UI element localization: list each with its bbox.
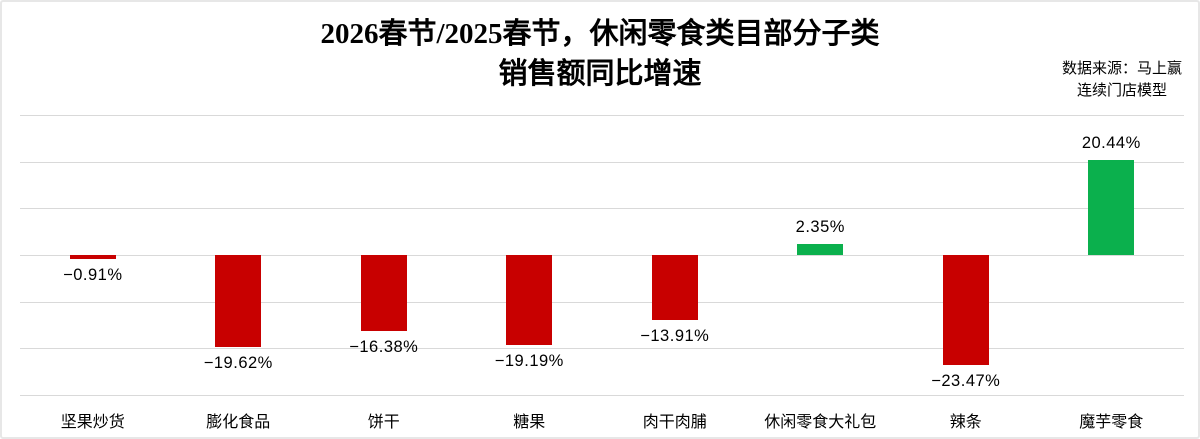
bar-肉干肉脯 [651, 255, 698, 320]
bar-膨化食品 [215, 255, 262, 347]
chart-title-line1: 2026春节/2025春节，休闲零食类目部分子类 [320, 18, 880, 50]
category-label-魔芋零食: 魔芋零食 [1079, 414, 1144, 431]
value-label-糖果: −19.19% [494, 351, 564, 370]
bar-坚果炒货 [69, 255, 116, 260]
chart-title-line2: 销售额同比增速 [498, 58, 702, 90]
chart-title: 2026春节/2025春节，休闲零食类目部分子类 销售额同比增速 [2, 14, 1198, 94]
gridline--30 [20, 395, 1184, 396]
value-label-饼干: −16.38% [349, 338, 419, 357]
bar-休闲零食大礼包 [797, 244, 844, 255]
category-label-饼干: 饼干 [367, 414, 400, 431]
value-label-膨化食品: −19.62% [203, 353, 273, 372]
data-source-note: 数据来源：马上赢 连续门店模型 [1062, 58, 1182, 102]
value-label-肉干肉脯: −13.91% [640, 326, 710, 345]
gridline--10 [20, 301, 1184, 303]
bar-饼干 [360, 255, 407, 332]
category-label-坚果炒货: 坚果炒货 [60, 414, 125, 431]
bar-辣条 [942, 255, 989, 365]
bar-糖果 [506, 255, 553, 345]
value-label-魔芋零食: 20.44% [1081, 133, 1141, 152]
gridline--20 [20, 348, 1184, 350]
gridline-10 [20, 208, 1184, 210]
data-source-line1: 数据来源：马上赢 [1061, 61, 1182, 77]
bar-魔芋零食 [1088, 159, 1135, 255]
category-label-膨化食品: 膨化食品 [206, 414, 271, 431]
category-label-休闲零食大礼包: 休闲零食大礼包 [764, 414, 877, 431]
value-label-休闲零食大礼包: 2.35% [795, 218, 845, 236]
data-source-line2: 连续门店模型 [1076, 83, 1167, 99]
category-label-肉干肉脯: 肉干肉脯 [642, 414, 707, 431]
category-label-糖果: 糖果 [513, 414, 546, 431]
value-label-坚果炒货: −0.91% [63, 266, 123, 285]
gridline-20 [20, 161, 1184, 163]
gridline-0 [20, 255, 1184, 256]
category-label-辣条: 辣条 [949, 414, 982, 431]
value-label-辣条: −23.47% [931, 371, 1001, 390]
gridline-30 [20, 115, 1184, 116]
